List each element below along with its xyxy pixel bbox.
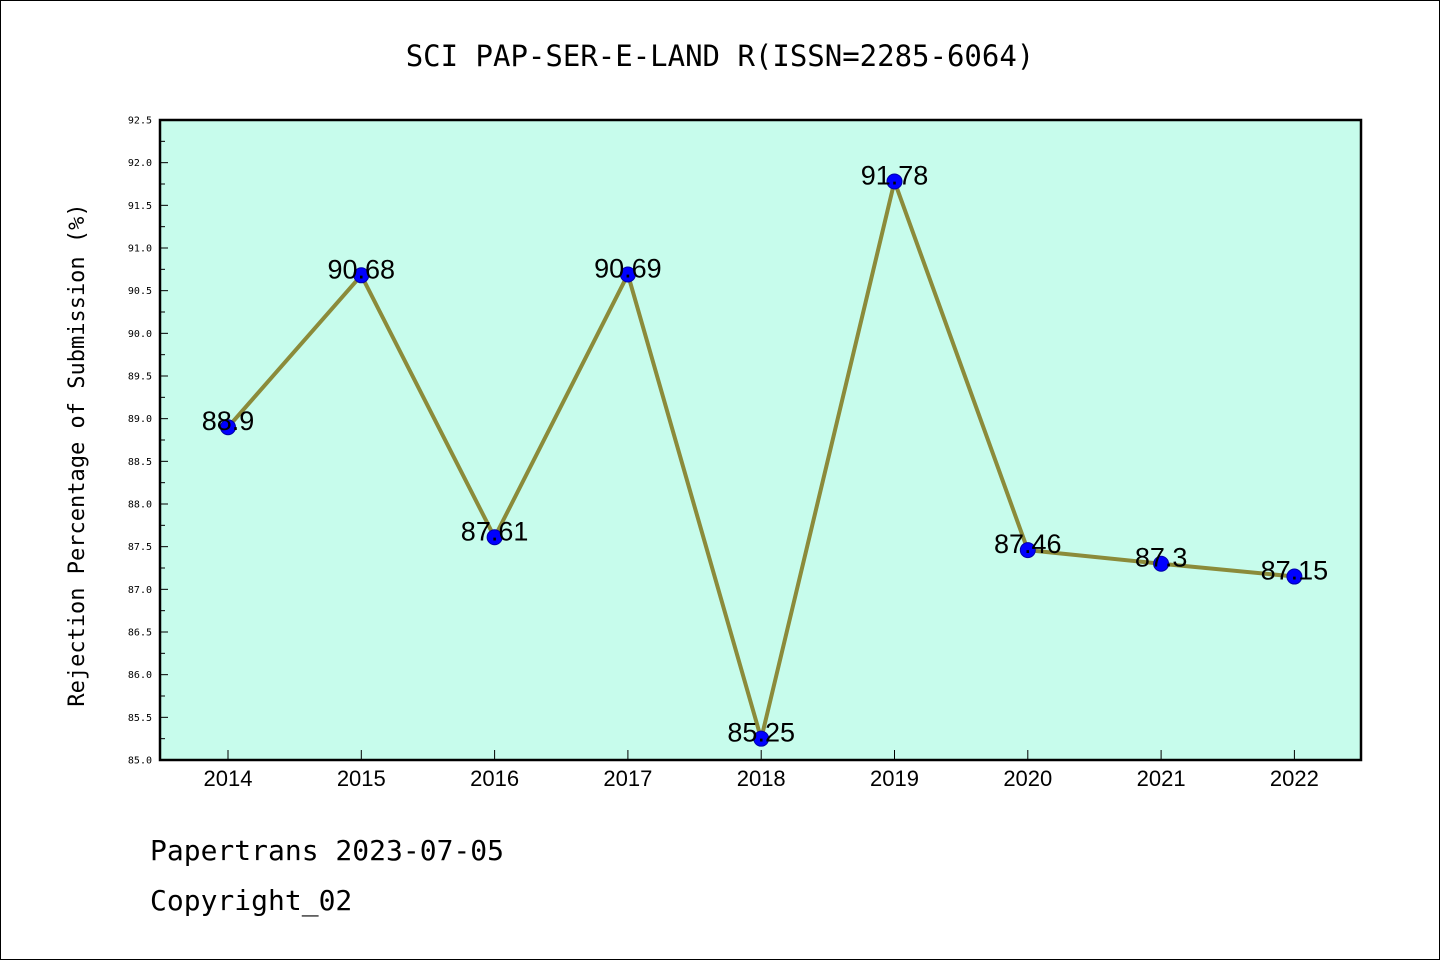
data-labels: 88.9 90.68 87.61 90.69 85.25 91.78 87.46 87.3 87… xyxy=(202,160,1328,747)
y-tick-label: 91.5 xyxy=(128,201,152,212)
y-tick-label: 86.0 xyxy=(128,670,152,681)
y-axis: 85.0 85.5 86.0 86.5 87.0 87.5 88.0 88.5 89.0 89.5… xyxy=(128,116,168,767)
y-tick-label: 90.0 xyxy=(128,329,152,340)
data-point xyxy=(753,730,770,747)
data-label: 87.15 xyxy=(1261,556,1329,586)
y-tick-label: 89.0 xyxy=(128,414,152,425)
data-label: 87.3 xyxy=(1135,543,1188,573)
x-tick-label: 2021 xyxy=(1137,766,1186,791)
y-tick-label: 85.0 xyxy=(128,756,152,767)
data-label: 87.46 xyxy=(994,529,1062,559)
chart-title: SCI PAP-SER-E-LAND R(ISSN=2285-6064) xyxy=(406,39,1035,73)
x-tick-label: 2019 xyxy=(870,766,919,791)
data-point xyxy=(220,419,236,436)
y-tick-label: 88.0 xyxy=(128,500,152,511)
data-point xyxy=(353,267,370,284)
y-tick-label: 86.5 xyxy=(128,628,152,639)
y-tick-label: 91.0 xyxy=(128,244,152,255)
data-label: 90.68 xyxy=(328,254,396,284)
plot-area xyxy=(158,118,1363,762)
data-label: 85.25 xyxy=(727,718,795,748)
data-point xyxy=(1019,542,1036,559)
data-point xyxy=(886,173,903,190)
data-label: 91.78 xyxy=(861,160,929,190)
footer-source-date: Papertrans 2023-07-05 xyxy=(150,834,505,867)
data-point xyxy=(619,266,636,283)
y-tick-label: 85.5 xyxy=(128,713,152,724)
x-tick-label: 2017 xyxy=(603,766,652,791)
data-point xyxy=(1153,555,1170,572)
y-tick-label: 92.5 xyxy=(128,116,152,127)
data-label: 90.69 xyxy=(594,253,662,283)
x-tick-label: 2014 xyxy=(204,766,253,791)
x-tick-label: 2015 xyxy=(337,766,386,791)
y-tick-label: 87.0 xyxy=(128,585,152,596)
data-series xyxy=(220,173,1303,747)
footer-copyright: Copyright_02 xyxy=(150,884,353,917)
data-point xyxy=(1286,568,1303,585)
y-tick-label: 92.0 xyxy=(128,158,152,169)
y-tick-label: 90.5 xyxy=(128,286,152,297)
y-axis-label: Rejection Percentage of Submission (%) xyxy=(65,203,90,706)
data-label: 87.61 xyxy=(461,516,529,546)
x-axis: 2014 2015 2016 2017 2018 2019 2020 2021 2022 xyxy=(204,750,1319,791)
y-tick-label: 87.5 xyxy=(128,542,152,553)
x-tick-label: 2022 xyxy=(1270,766,1319,791)
x-tick-label: 2016 xyxy=(470,766,519,791)
y-tick-label: 89.5 xyxy=(128,372,152,383)
data-point xyxy=(486,529,503,546)
x-tick-label: 2020 xyxy=(1003,766,1052,791)
x-tick-label: 2018 xyxy=(737,766,786,791)
y-tick-label: 88.5 xyxy=(128,457,152,468)
data-label: 88.9 xyxy=(202,406,255,436)
